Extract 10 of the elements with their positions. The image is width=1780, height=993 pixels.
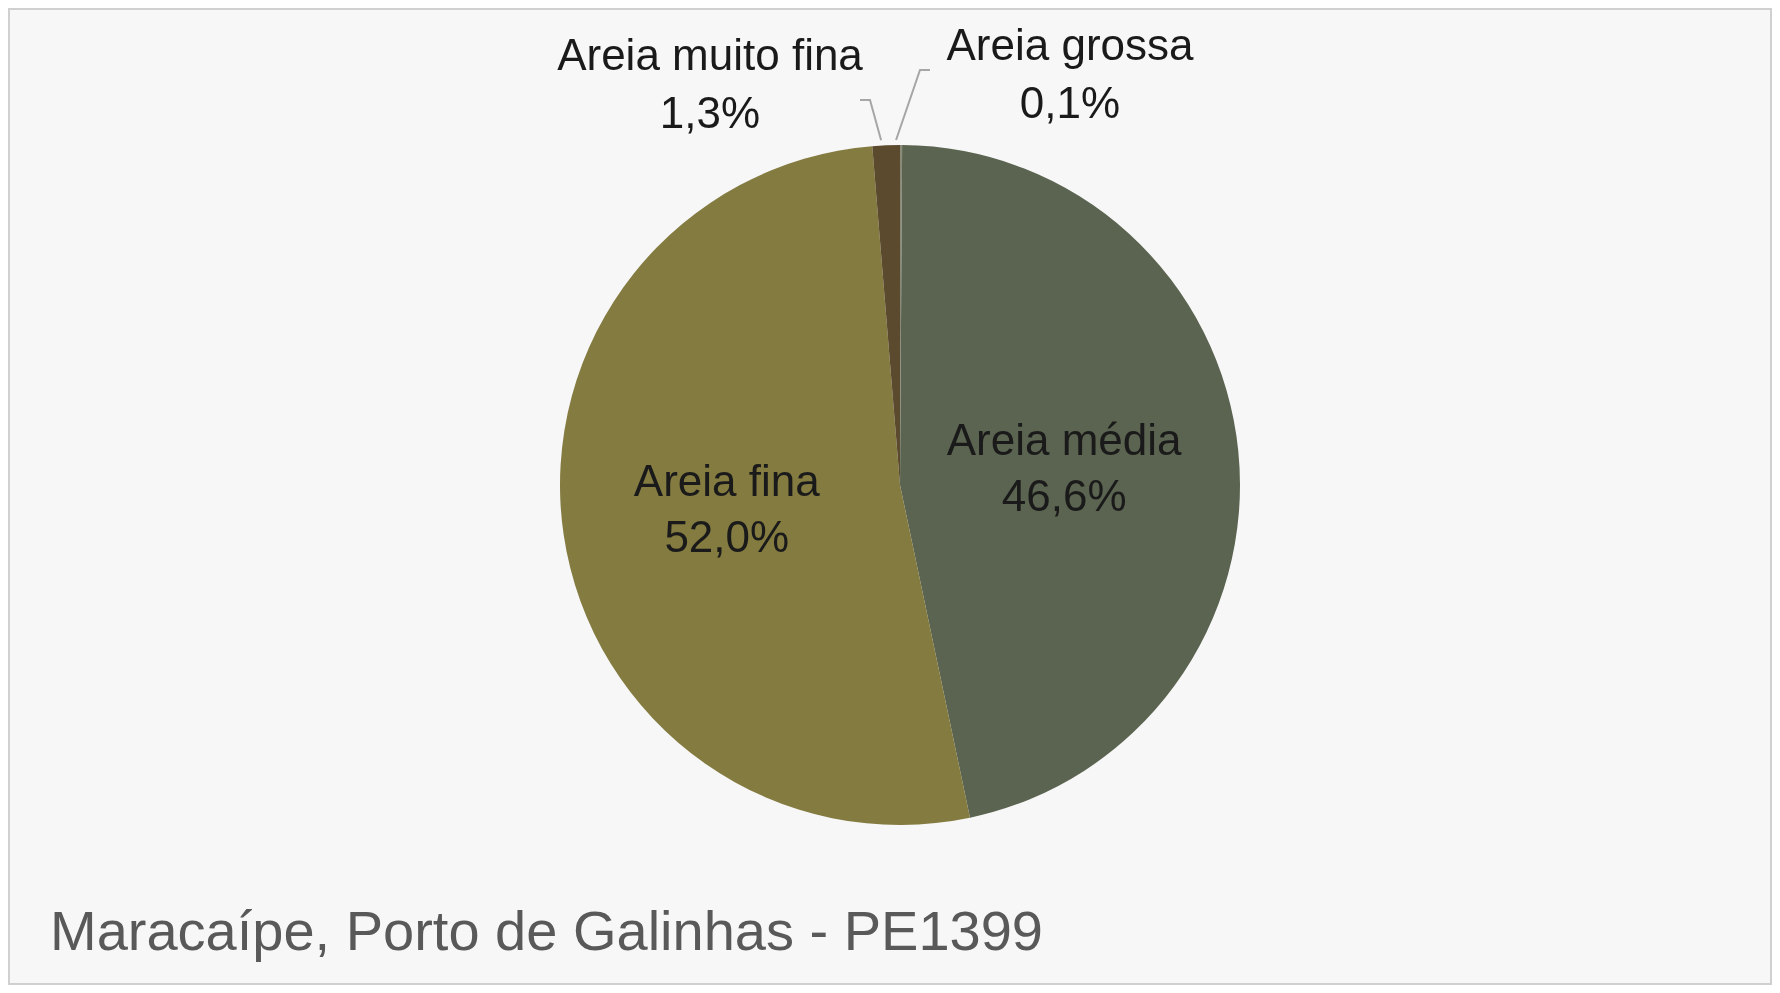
data-label: 46,6%: [1001, 470, 1127, 520]
slice-label: Areia grossa: [946, 20, 1195, 69]
data-label: 0,1%: [1019, 78, 1121, 127]
data-label: 52,0%: [664, 512, 790, 562]
pie-slice: [900, 145, 1240, 818]
slice-label: Areia fina: [633, 456, 821, 506]
slice-label: Areia muito fina: [557, 30, 864, 79]
data-label: 1,3%: [659, 88, 761, 137]
slice-label: Areia média: [946, 414, 1183, 464]
text: Maracaípe, Porto de Galinhas - PE1399: [50, 898, 1044, 963]
